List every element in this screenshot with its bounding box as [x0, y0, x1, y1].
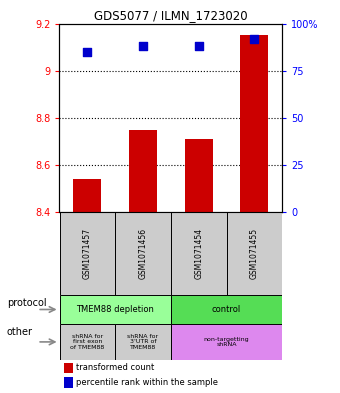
- Bar: [59, 212, 115, 295]
- Text: GSM1071455: GSM1071455: [250, 228, 259, 279]
- Text: transformed count: transformed count: [76, 364, 154, 372]
- Bar: [171, 212, 226, 295]
- Text: non-targetting
shRNA: non-targetting shRNA: [204, 336, 249, 347]
- Text: GSM1071457: GSM1071457: [83, 228, 92, 279]
- Bar: [115, 212, 171, 295]
- Text: protocol: protocol: [7, 298, 47, 309]
- Text: shRNA for
first exon
of TMEM88: shRNA for first exon of TMEM88: [70, 334, 104, 350]
- Bar: [115, 324, 171, 360]
- Text: GSM1071456: GSM1071456: [138, 228, 148, 279]
- Text: shRNA for
3'UTR of
TMEM88: shRNA for 3'UTR of TMEM88: [128, 334, 158, 350]
- Bar: [64, 362, 73, 373]
- Point: [252, 35, 257, 42]
- Text: other: other: [7, 327, 33, 337]
- Point: [196, 43, 201, 50]
- Text: GSM1071454: GSM1071454: [194, 228, 203, 279]
- Text: control: control: [212, 305, 241, 314]
- Bar: [129, 130, 157, 212]
- Title: GDS5077 / ILMN_1723020: GDS5077 / ILMN_1723020: [94, 9, 248, 22]
- Bar: [226, 212, 282, 295]
- Text: TMEM88 depletion: TMEM88 depletion: [76, 305, 154, 314]
- Bar: [59, 295, 171, 324]
- Bar: [73, 179, 101, 212]
- Point: [140, 43, 146, 50]
- Bar: [59, 324, 115, 360]
- Text: percentile rank within the sample: percentile rank within the sample: [76, 378, 218, 387]
- Bar: [171, 295, 282, 324]
- Bar: [171, 324, 282, 360]
- Bar: [240, 35, 268, 212]
- Bar: [64, 377, 73, 387]
- Point: [85, 49, 90, 55]
- Bar: [185, 139, 212, 212]
